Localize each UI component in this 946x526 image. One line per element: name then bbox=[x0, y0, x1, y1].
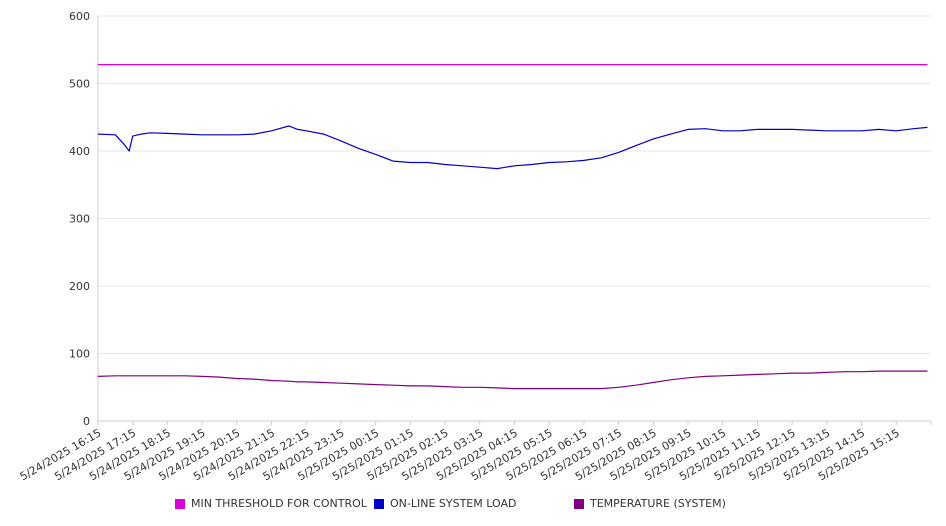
gridlines bbox=[98, 15, 931, 354]
axes bbox=[97, 16, 932, 425]
y-tick-label: 100 bbox=[69, 348, 90, 361]
y-tick-label: 500 bbox=[69, 78, 90, 91]
series-layer bbox=[97, 63, 928, 390]
legend-label: ON-LINE SYSTEM LOAD bbox=[390, 497, 517, 510]
legend-swatch bbox=[175, 498, 185, 509]
legend-item-min-threshold[interactable]: MIN THRESHOLD FOR CONTROL bbox=[175, 497, 367, 510]
y-tick-label: 200 bbox=[69, 280, 90, 293]
legend-item-system-load[interactable]: ON-LINE SYSTEM LOAD bbox=[374, 497, 516, 510]
x-tick-labels: 5/24/2025 16:155/24/2025 17:155/24/2025 … bbox=[18, 426, 902, 483]
y-tick-label: 600 bbox=[69, 10, 90, 23]
y-tick-label: 300 bbox=[69, 213, 90, 226]
legend-swatch bbox=[574, 498, 584, 509]
y-tick-label: 400 bbox=[69, 145, 90, 158]
legend-item-temperature[interactable]: TEMPERATURE (SYSTEM) bbox=[574, 497, 726, 510]
y-tick-label: 0 bbox=[83, 415, 90, 428]
series-line-2 bbox=[97, 370, 928, 390]
y-tick-labels: 0 100 200 300 400 500 600 bbox=[69, 10, 90, 428]
legend: MIN THRESHOLD FOR CONTROL ON-LINE SYSTEM… bbox=[0, 497, 946, 515]
legend-swatch bbox=[374, 498, 384, 509]
legend-label: MIN THRESHOLD FOR CONTROL bbox=[191, 497, 367, 510]
legend-label: TEMPERATURE (SYSTEM) bbox=[590, 497, 726, 510]
series-line-1 bbox=[97, 125, 928, 170]
